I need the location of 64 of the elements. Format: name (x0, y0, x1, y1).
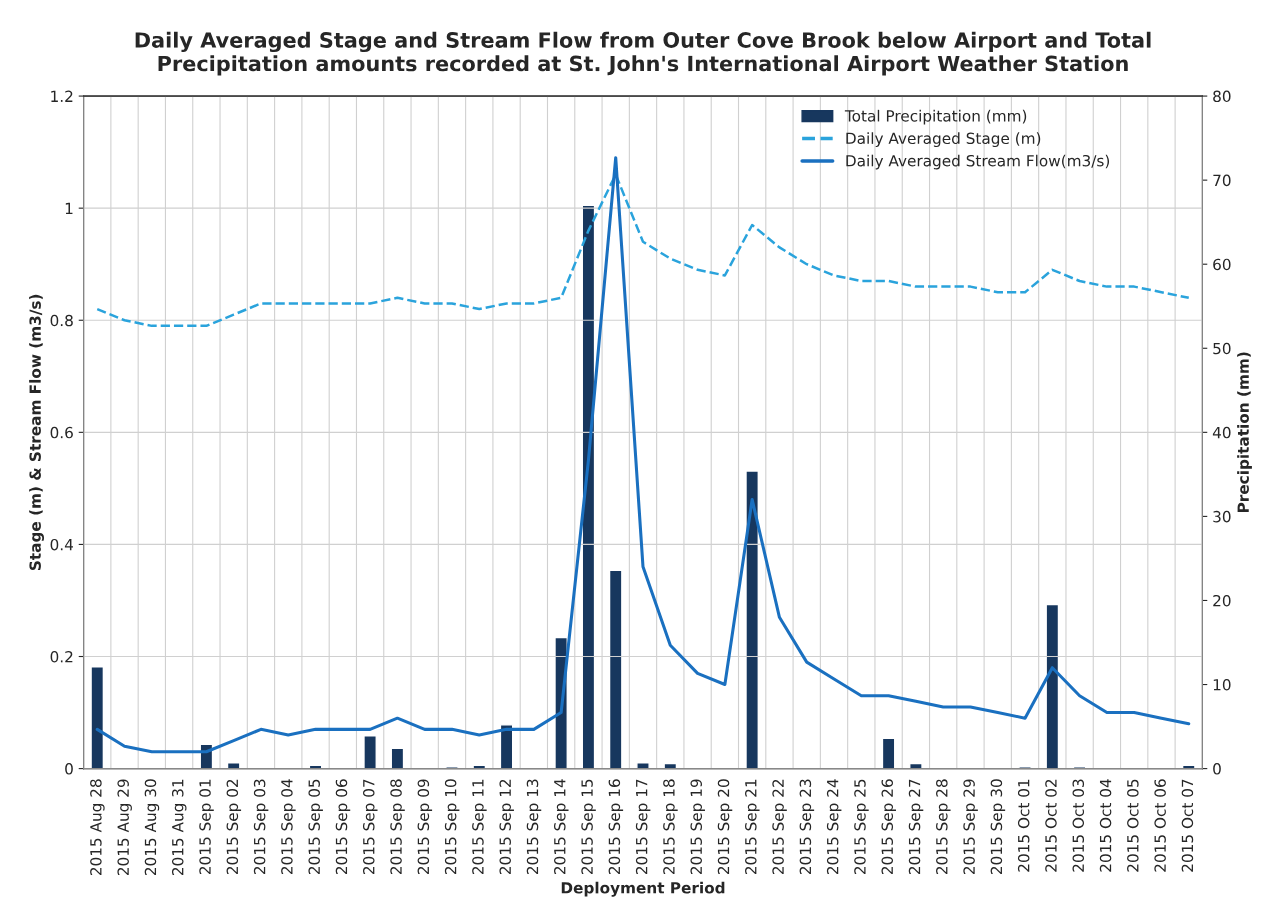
x-tick-label: 2015 Sep 07 (362, 779, 378, 875)
x-tick-label: 2015 Sep 10 (444, 779, 460, 875)
y-tick-label: 0 (65, 763, 73, 775)
x-tick-label: 2015 Sep 12 (499, 779, 514, 875)
x-tick-label: 2015 Sep 18 (663, 779, 678, 875)
y-tick-label: 0.2 (50, 650, 73, 663)
x-tick-label: 2015 Sep 26 (881, 779, 896, 875)
x-tick-label: 2015 Sep 01 (199, 779, 214, 875)
y-tick-label: 1 (65, 202, 73, 214)
x-tick-label: 2015 Oct 01 (1017, 779, 1030, 872)
x-tick-label: 2015 Aug 30 (144, 779, 160, 876)
x-tick-label: 2015 Sep 08 (390, 779, 405, 875)
x-tick-label: 2015 Sep 30 (990, 779, 1006, 875)
y-tick-label: 0.8 (50, 314, 73, 327)
x-tick-label: 2015 Aug 31 (171, 779, 187, 876)
x-tick-label: 2015 Sep 03 (253, 779, 269, 875)
x-tick-label: 2015 Sep 09 (417, 779, 433, 875)
y2-tick-label: 80 (1213, 90, 1231, 103)
x-tick-label: 2015 Sep 22 (772, 779, 787, 875)
x-tick-label: 2015 Sep 25 (854, 779, 869, 875)
x-tick-label: 2015 Sep 28 (936, 779, 951, 875)
x-tick-label: 2015 Sep 14 (554, 779, 569, 875)
x-tick-label: 2015 Sep 21 (745, 779, 760, 875)
legend-label: Daily Averaged Stream Flow(m3/s) (846, 154, 1110, 170)
x-tick-label: 2015 Aug 28 (90, 779, 105, 876)
legend-label: Total Precipitation (mm) (844, 109, 1027, 125)
y2-tick-label: 40 (1212, 426, 1231, 439)
y2-tick-label: 10 (1213, 679, 1231, 691)
x-axis-title: Deployment Period (561, 881, 725, 897)
x-tick-label: 2015 Sep 23 (799, 779, 815, 875)
x-tick-label: 2015 Sep 02 (226, 779, 242, 875)
x-tick-label: 2015 Oct 02 (1045, 779, 1057, 872)
y2-tick-label: 50 (1213, 342, 1231, 355)
x-tick-label: 2015 Sep 04 (281, 779, 296, 875)
x-tick-label: 2015 Oct 07 (1181, 779, 1194, 872)
x-tick-label: 2015 Sep 05 (308, 779, 323, 875)
x-tick-label: 2015 Sep 27 (908, 779, 924, 875)
y2-axis-title: Precipitation (mm) (1237, 352, 1252, 513)
y-axis-title: Stage (m) & Stream Flow (m3/s) (29, 294, 45, 571)
y2-tick-label: 0 (1213, 763, 1221, 775)
x-tick-label: 2015 Oct 03 (1072, 779, 1085, 872)
x-tick-label: 2015 Sep 06 (335, 779, 351, 875)
x-tick-label: 2015 Sep 20 (717, 779, 733, 875)
x-tick-label: 2015 Oct 04 (1099, 779, 1112, 872)
x-tick-label: 2015 Aug 29 (117, 779, 132, 876)
x-tick-label: 2015 Sep 29 (963, 779, 978, 875)
x-tick-label: 2015 Sep 11 (472, 779, 487, 875)
x-tick-label: 2015 Oct 05 (1127, 779, 1139, 872)
x-tick-label: 2015 Oct 06 (1154, 779, 1166, 872)
y-tick-label: 0.4 (50, 538, 74, 551)
x-tick-label: 2015 Sep 13 (526, 779, 542, 875)
y-tick-label: 0.6 (50, 426, 73, 439)
y2-tick-label: 70 (1213, 174, 1231, 187)
chart-title: Daily Averaged Stage and Stream Flow from Outer Cove Brook below Airport and Total Precipitation amounts recorded at St. John's International Airport Weather Station (135, 31, 1151, 76)
x-tick-label: 2015 Sep 24 (826, 779, 842, 875)
x-tick-label: 2015 Sep 19 (690, 779, 705, 875)
x-tick-label: 2015 Sep 15 (581, 779, 596, 875)
y2-tick-label: 30 (1213, 510, 1231, 523)
y2-tick-label: 20 (1213, 594, 1231, 607)
x-tick-label: 2015 Sep 17 (635, 779, 651, 875)
y-tick-label: 1.2 (51, 90, 73, 102)
x-tick-label: 2015 Sep 16 (608, 779, 624, 875)
legend-label: Daily Averaged Stage (m) (846, 132, 1041, 148)
y2-tick-label: 60 (1213, 258, 1231, 271)
